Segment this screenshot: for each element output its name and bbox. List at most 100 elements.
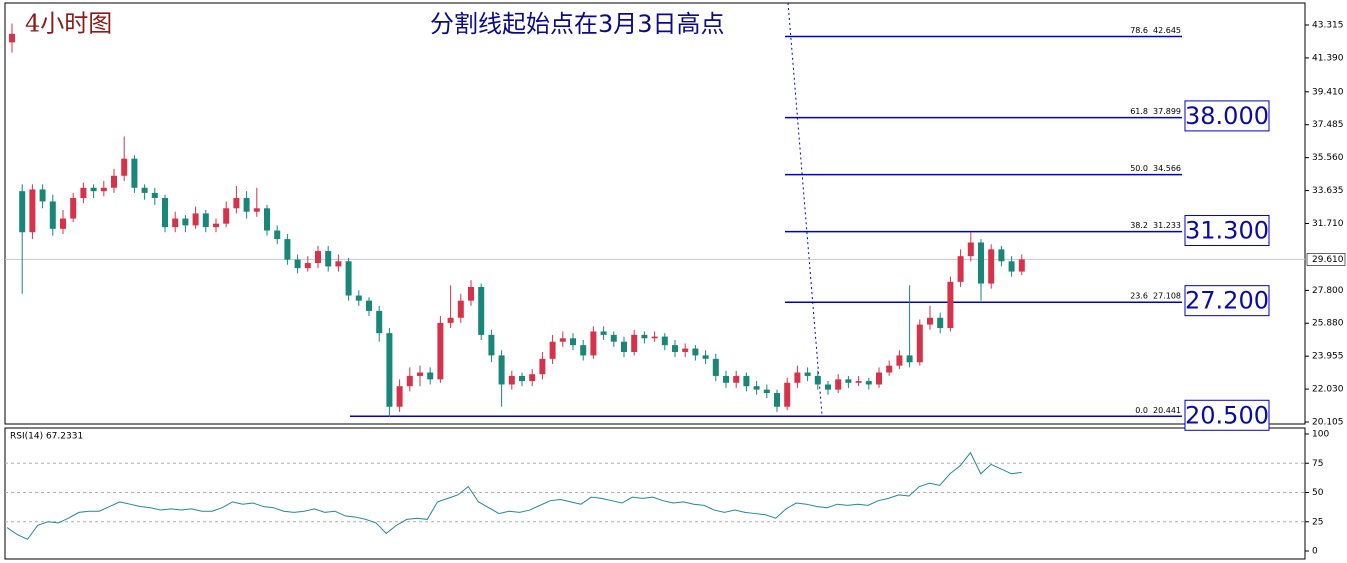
- candle-body: [498, 355, 505, 385]
- candle-body: [896, 355, 903, 366]
- y-tick-label: 22.030: [1312, 385, 1344, 395]
- candle-body: [519, 375, 525, 382]
- candle-body: [274, 230, 281, 240]
- fib-price-label: 31.233: [1153, 221, 1181, 230]
- rsi-line: [6, 451, 1022, 540]
- target-label: 38.000: [1185, 102, 1269, 130]
- y-tick-label: 35.560: [1312, 153, 1344, 163]
- rsi-tick-label: 0: [1312, 547, 1318, 557]
- candle-body: [539, 358, 546, 375]
- rsi-tick-label: 50: [1312, 488, 1324, 498]
- rsi-label: RSI(14) 67.2331: [10, 432, 83, 442]
- candle-body: [19, 191, 26, 233]
- y-tick-label: 25.880: [1312, 319, 1344, 329]
- candle-body: [325, 251, 332, 267]
- y-tick-label: 43.315: [1312, 20, 1344, 30]
- divider-line: [787, 2, 823, 416]
- candle-body: [580, 345, 587, 356]
- y-tick-label: 31.710: [1312, 219, 1344, 229]
- target-box: [1184, 100, 1270, 132]
- candle-body: [141, 187, 148, 193]
- candle-body: [600, 331, 607, 335]
- candle-body: [1018, 259, 1025, 272]
- candle-body: [549, 341, 556, 359]
- candle-body: [610, 334, 617, 342]
- y-tick-label: 20.105: [1312, 418, 1344, 428]
- candle-body: [162, 198, 168, 228]
- target-label: 20.500: [1185, 401, 1269, 429]
- candle-body: [9, 33, 15, 43]
- candle-body: [682, 348, 689, 352]
- candle-body: [437, 322, 444, 380]
- candle-body: [447, 317, 454, 323]
- candle-body: [621, 341, 627, 352]
- fib-price-label: 42.645: [1153, 26, 1181, 35]
- candle-body: [264, 208, 270, 231]
- candle-body: [631, 334, 638, 352]
- candle-body: [672, 345, 678, 352]
- candle-body: [641, 334, 648, 339]
- candle-body: [60, 218, 66, 229]
- candle-body: [417, 372, 423, 376]
- candle-body: [661, 336, 668, 346]
- candle-body: [488, 334, 495, 356]
- candle-body: [855, 381, 862, 383]
- candle-body: [213, 223, 219, 228]
- fib-level-label: 38.2: [1130, 221, 1148, 230]
- candle-body: [692, 348, 699, 356]
- candle-body: [335, 261, 342, 267]
- candle-body: [345, 261, 352, 296]
- candle-body: [508, 375, 515, 385]
- candle-body: [825, 384, 831, 390]
- candle-body: [304, 263, 311, 269]
- candle-body: [794, 372, 801, 383]
- candle-body: [978, 242, 984, 284]
- candle-body: [121, 158, 128, 176]
- candle-body: [937, 317, 944, 329]
- candle-body: [315, 251, 321, 264]
- candle-body: [172, 218, 179, 228]
- fib-level-label: 61.8: [1130, 107, 1148, 116]
- candle-body: [988, 249, 995, 284]
- candle-body: [366, 300, 372, 311]
- candle-body: [927, 317, 933, 325]
- price-panel: [4, 2, 1306, 425]
- candle-body: [151, 192, 158, 199]
- candle-body: [39, 189, 46, 202]
- candle-body: [784, 382, 791, 407]
- candle-body: [294, 259, 301, 269]
- y-tick-label: 41.390: [1312, 53, 1344, 63]
- candle-body: [243, 198, 250, 212]
- y-tick-label: 23.955: [1312, 352, 1344, 362]
- fib-price-label: 34.566: [1153, 164, 1181, 173]
- candle-body: [916, 324, 923, 363]
- candle-body: [49, 201, 56, 229]
- candle-body: [733, 375, 740, 383]
- candle-body: [396, 386, 403, 407]
- candle-body: [468, 286, 474, 301]
- rsi-tick-label: 75: [1312, 459, 1323, 469]
- candle-body: [886, 365, 893, 373]
- candle-body: [284, 239, 291, 260]
- candle-body: [651, 336, 658, 339]
- rsi-tick-label: 25: [1312, 517, 1323, 527]
- y-tick-label: 27.800: [1312, 286, 1344, 296]
- candle-body: [111, 175, 117, 188]
- candle-body: [906, 355, 913, 363]
- candle-body: [559, 338, 566, 342]
- rsi-panel: [4, 427, 1306, 560]
- candle-body: [702, 355, 709, 359]
- chart-title: 4小时图: [25, 10, 112, 38]
- candle-body: [590, 331, 597, 356]
- target-label: 27.200: [1185, 287, 1269, 315]
- candle-body: [845, 379, 852, 383]
- candle-body: [29, 189, 36, 233]
- candle-body: [406, 375, 413, 387]
- candle-body: [570, 338, 576, 346]
- candle-body: [355, 295, 362, 301]
- candle-body: [743, 375, 750, 387]
- fib-price-label: 37.899: [1153, 107, 1181, 116]
- target-box: [1184, 285, 1270, 317]
